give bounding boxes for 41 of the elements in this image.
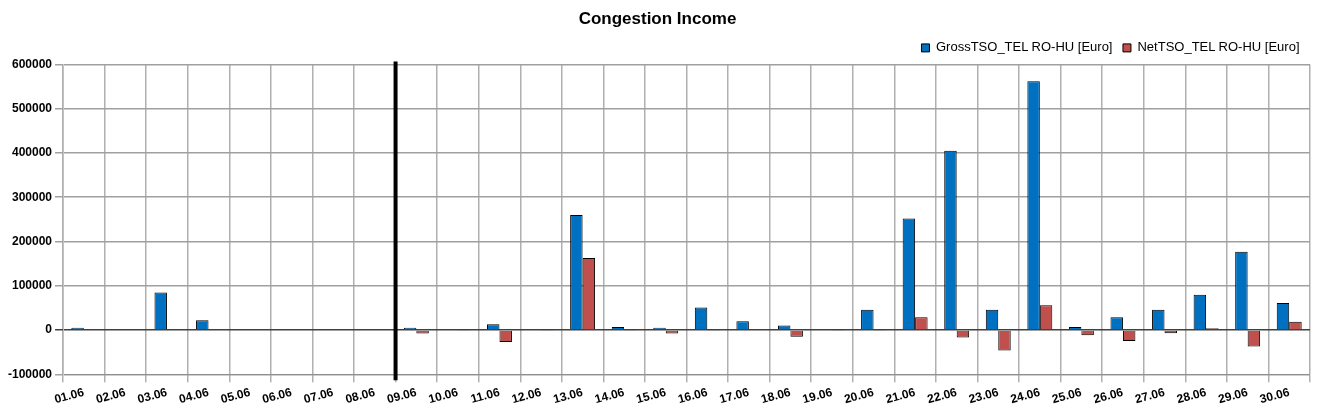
x-tick-label: 17.06	[717, 384, 751, 407]
x-tick-label: 23.06	[967, 384, 1001, 407]
x-tick-label: 12.06	[510, 384, 543, 407]
y-tick-label: 0	[45, 322, 53, 337]
x-tick-label: 25.06	[1050, 384, 1084, 407]
legend-label: NetTSO_TEL RO-HU [Euro]	[1137, 39, 1300, 55]
x-tick-label: 11.06	[469, 384, 502, 406]
x-tick-label: 28.06	[1175, 384, 1209, 407]
x-tick-label: 13.06	[551, 384, 585, 407]
x-tick-label: 18.06	[759, 384, 793, 407]
x-tick-label: 10.06	[426, 384, 460, 407]
y-tick-label: 200000	[11, 233, 53, 248]
x-tick-label: 03.06	[135, 384, 169, 407]
y-tick-label: 300000	[11, 189, 53, 204]
x-tick-label: 22.06	[925, 384, 959, 407]
x-tick-label: 09.06	[385, 384, 419, 407]
x-tick-label: 20.06	[842, 384, 876, 407]
x-tick-label: 24.06	[1008, 384, 1042, 407]
x-tick-label: 29.06	[1216, 384, 1250, 407]
x-tick-label: 19.06	[801, 384, 834, 407]
x-tick-label: 05.06	[219, 384, 253, 407]
x-tick-label: 26.06	[1091, 384, 1125, 407]
x-tick-label: 14.06	[593, 384, 627, 407]
y-tick-label: 500000	[11, 100, 53, 115]
y-tick-label: 600000	[11, 56, 53, 71]
chart-title: Congestion Income	[578, 8, 737, 28]
y-tick-label: 400000	[11, 145, 53, 160]
x-tick-label: 06.06	[260, 384, 294, 407]
y-tick-label: -100000	[7, 366, 53, 381]
x-tick-label: 07.06	[302, 384, 336, 407]
x-tick-label: 30.06	[1258, 384, 1292, 407]
x-tick-label: 27.06	[1133, 384, 1167, 407]
x-tick-label: 02.06	[94, 384, 128, 407]
x-tick-label: 04.06	[177, 384, 211, 407]
x-tick-label: 08.06	[343, 384, 377, 407]
x-tick-label: 15.06	[634, 384, 668, 407]
x-tick-label: 21.06	[884, 384, 918, 407]
legend-label: GrossTSO_TEL RO-HU [Euro]	[935, 39, 1113, 55]
x-tick-label: 16.06	[676, 384, 710, 407]
y-tick-label: 100000	[11, 278, 53, 293]
x-tick-label: 01.06	[52, 384, 86, 407]
